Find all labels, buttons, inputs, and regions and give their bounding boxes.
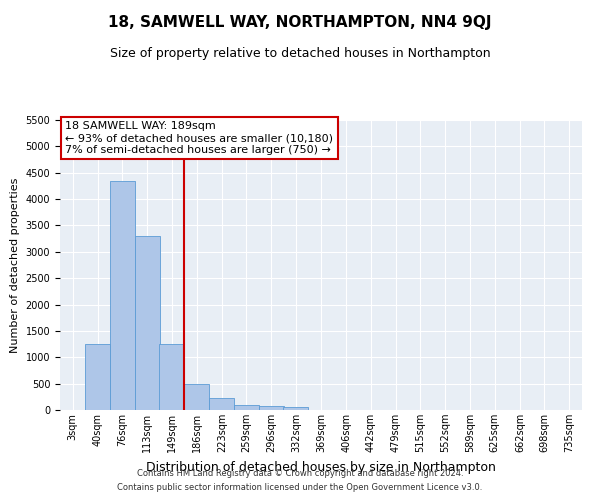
Bar <box>110 180 134 410</box>
Text: 18, SAMWELL WAY, NORTHAMPTON, NN4 9QJ: 18, SAMWELL WAY, NORTHAMPTON, NN4 9QJ <box>108 15 492 30</box>
Text: 18 SAMWELL WAY: 189sqm
← 93% of detached houses are smaller (10,180)
7% of semi-: 18 SAMWELL WAY: 189sqm ← 93% of detached… <box>65 122 333 154</box>
Text: Contains public sector information licensed under the Open Government Licence v3: Contains public sector information licen… <box>118 484 482 492</box>
Bar <box>234 404 259 410</box>
Bar <box>85 344 110 410</box>
Bar <box>159 344 184 410</box>
Bar <box>134 236 160 410</box>
Text: Size of property relative to detached houses in Northampton: Size of property relative to detached ho… <box>110 48 490 60</box>
X-axis label: Distribution of detached houses by size in Northampton: Distribution of detached houses by size … <box>146 460 496 473</box>
Bar <box>283 408 308 410</box>
Bar <box>259 406 284 410</box>
Text: Contains HM Land Registry data © Crown copyright and database right 2024.: Contains HM Land Registry data © Crown c… <box>137 468 463 477</box>
Bar <box>209 398 235 410</box>
Y-axis label: Number of detached properties: Number of detached properties <box>10 178 20 352</box>
Bar <box>184 384 209 410</box>
